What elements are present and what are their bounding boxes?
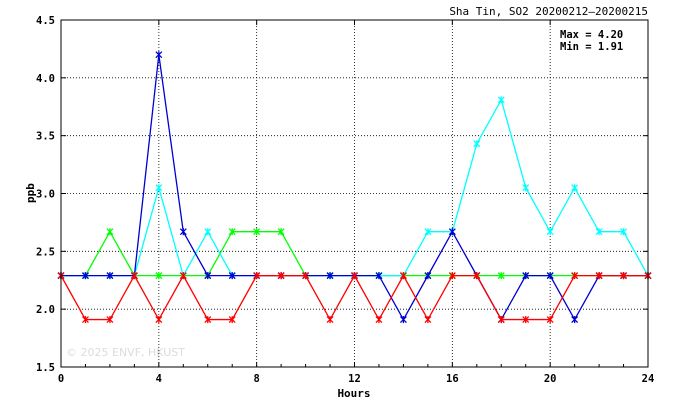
data-point bbox=[571, 272, 579, 280]
data-point bbox=[277, 272, 285, 280]
data-point bbox=[179, 272, 187, 280]
data-point bbox=[155, 184, 163, 192]
data-point bbox=[155, 51, 163, 59]
series-layer bbox=[57, 51, 652, 324]
data-point bbox=[497, 96, 505, 104]
data-point bbox=[277, 228, 285, 236]
data-point bbox=[228, 316, 236, 324]
data-point bbox=[522, 272, 530, 280]
x-tick-label: 8 bbox=[254, 373, 260, 385]
data-point bbox=[155, 316, 163, 324]
series-line bbox=[61, 54, 648, 321]
x-axis-label: Hours bbox=[337, 387, 370, 400]
x-tick-label: 20 bbox=[544, 373, 557, 385]
data-point bbox=[595, 228, 603, 236]
data-point bbox=[130, 272, 138, 280]
data-point bbox=[522, 316, 530, 324]
data-point bbox=[326, 316, 334, 324]
data-point bbox=[375, 316, 383, 324]
y-tick-label: 4.5 bbox=[36, 15, 55, 27]
x-tick-label: 4 bbox=[156, 373, 162, 385]
series-line bbox=[60, 274, 648, 321]
y-tick-label: 3.5 bbox=[36, 131, 55, 143]
data-point bbox=[620, 272, 628, 280]
data-point bbox=[424, 272, 432, 280]
data-point bbox=[571, 184, 579, 192]
data-point bbox=[228, 228, 236, 236]
data-point bbox=[81, 272, 89, 280]
stat-min: Min = 1.91 bbox=[560, 41, 623, 53]
data-point bbox=[522, 184, 530, 192]
data-point bbox=[106, 228, 114, 236]
data-point bbox=[204, 228, 212, 236]
data-point bbox=[326, 272, 334, 280]
data-point bbox=[546, 228, 554, 236]
data-point bbox=[106, 272, 114, 280]
stat-max: Max = 4.20 bbox=[560, 29, 623, 41]
x-tick-label: 0 bbox=[58, 373, 64, 385]
x-tick-label: 24 bbox=[642, 373, 655, 385]
data-point bbox=[424, 228, 432, 236]
x-tick-label: 12 bbox=[348, 373, 361, 385]
data-point bbox=[546, 272, 554, 280]
data-point bbox=[448, 228, 456, 236]
data-point bbox=[399, 316, 407, 324]
chart-title: Sha Tin, SO2 20200212–20200215 bbox=[449, 5, 648, 18]
data-point bbox=[497, 316, 505, 324]
y-tick-label: 1.5 bbox=[36, 362, 55, 374]
x-tick-label: 16 bbox=[446, 373, 459, 385]
data-point bbox=[497, 272, 505, 280]
data-point bbox=[155, 272, 163, 280]
watermark: © 2025 ENVF, HKUST bbox=[66, 346, 185, 359]
data-point bbox=[571, 316, 579, 324]
data-point bbox=[424, 316, 432, 324]
y-tick-label: 4.0 bbox=[36, 73, 55, 85]
data-point bbox=[302, 272, 310, 280]
y-tick-label: 2.0 bbox=[36, 304, 55, 316]
data-point bbox=[351, 272, 358, 280]
y-axis-label: ppb bbox=[24, 183, 37, 203]
data-point bbox=[620, 228, 628, 236]
data-point bbox=[595, 272, 603, 280]
y-tick-label: 3.0 bbox=[36, 189, 55, 201]
series-line bbox=[61, 98, 649, 278]
data-point bbox=[253, 272, 261, 280]
data-point bbox=[473, 272, 481, 280]
data-point bbox=[106, 316, 114, 324]
y-tick-label: 2.5 bbox=[36, 246, 55, 258]
data-point bbox=[375, 272, 383, 280]
data-point bbox=[546, 316, 554, 324]
data-point bbox=[448, 272, 456, 280]
data-point bbox=[204, 316, 212, 324]
grid bbox=[61, 20, 648, 367]
data-point bbox=[228, 272, 236, 280]
data-point bbox=[204, 272, 212, 280]
data-point bbox=[473, 140, 481, 148]
data-point bbox=[179, 228, 187, 236]
axes-ticks: 0 4 8 12 16 20 24 1.5 2.0 2.5 3.0 3.5 4.0 4.5 bbox=[36, 15, 654, 385]
data-point bbox=[399, 272, 407, 280]
data-point bbox=[253, 228, 261, 236]
data-point bbox=[81, 316, 89, 324]
